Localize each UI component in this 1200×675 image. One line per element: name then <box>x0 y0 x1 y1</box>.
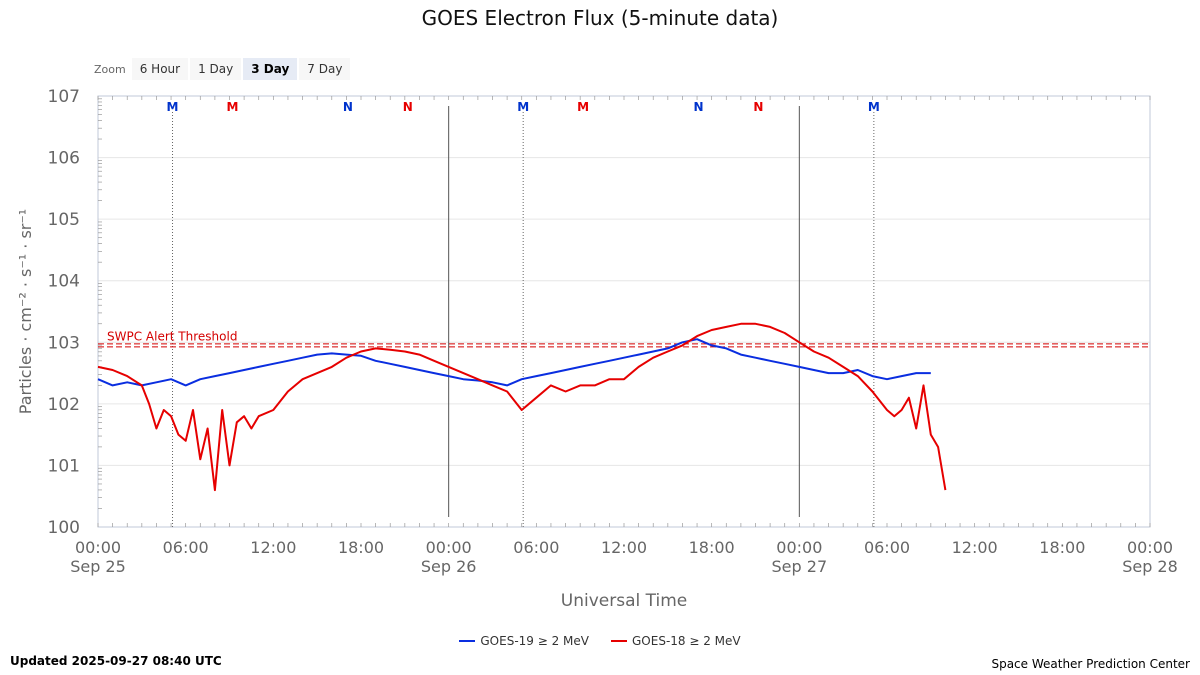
x-tick-label: 18:00 <box>338 538 384 557</box>
legend-item-goes18[interactable]: GOES-18 ≥ 2 MeV <box>611 634 741 648</box>
marker-label: N <box>753 100 763 114</box>
y-tick-label: 102 <box>48 395 80 415</box>
legend-swatch-goes18 <box>611 640 627 642</box>
marker-label: M <box>167 100 179 114</box>
marker-label: M <box>577 100 589 114</box>
y-tick-label: 103 <box>48 333 80 353</box>
marker-label: M <box>226 100 238 114</box>
x-tick-label: 12:00 <box>250 538 296 557</box>
credit-text: Space Weather Prediction Center <box>991 657 1190 671</box>
x-tick-label: 12:00 <box>601 538 647 557</box>
zoom-1-day-button[interactable]: 1 Day <box>190 58 242 80</box>
legend-swatch-goes19 <box>459 640 476 642</box>
chart-title: GOES Electron Flux (5-minute data) <box>421 6 779 30</box>
marker-label: N <box>403 100 413 114</box>
y-axis-title: Particles · cm⁻² · s⁻¹ · sr⁻¹ <box>16 209 35 414</box>
x-tick-label: 00:00 <box>75 538 121 557</box>
y-tick-label: 107 <box>48 87 80 107</box>
zoom-7-day-button[interactable]: 7 Day <box>299 58 351 80</box>
marker-label: N <box>693 100 703 114</box>
x-tick-label: 18:00 <box>689 538 735 557</box>
x-tick-date-label: Sep 25 <box>70 557 126 576</box>
x-tick-label: 00:00 <box>426 538 472 557</box>
x-tick-label: 12:00 <box>952 538 998 557</box>
zoom-3-day-button[interactable]: 3 Day <box>243 58 298 80</box>
y-tick-label: 100 <box>48 518 80 538</box>
plot-area: M M N N M M N N M SWPC Alert Threshold 100 101 102 10… <box>16 87 1178 611</box>
x-tick-label: 00:00 <box>776 538 822 557</box>
x-tick-label: 00:00 <box>1127 538 1173 557</box>
legend-item-goes19[interactable]: GOES-19 ≥ 2 MeV <box>459 634 589 648</box>
series-line-goes19 <box>97 338 931 387</box>
zoom-6-hour-button[interactable]: 6 Hour <box>131 58 189 80</box>
legend-label-goes18: GOES-18 ≥ 2 MeV <box>632 634 741 648</box>
x-tick-date-label: Sep 28 <box>1122 557 1178 576</box>
x-tick-date-label: Sep 26 <box>421 557 477 576</box>
x-axis-title: Universal Time <box>561 591 687 611</box>
zoom-label: Zoom <box>94 62 126 76</box>
legend: GOES-19 ≥ 2 MeV GOES-18 ≥ 2 MeV <box>0 634 1200 648</box>
threshold-label: SWPC Alert Threshold <box>107 329 237 343</box>
series-line-goes18 <box>97 322 947 492</box>
x-tick-label: 06:00 <box>513 538 559 557</box>
x-tick-label: 18:00 <box>1039 538 1085 557</box>
y-tick-label: 105 <box>48 210 80 230</box>
y-tick-label: 104 <box>48 272 80 292</box>
marker-label: M <box>868 100 880 114</box>
x-tick-date-label: Sep 27 <box>772 557 828 576</box>
x-tick-label: 06:00 <box>163 538 209 557</box>
marker-label: N <box>343 100 353 114</box>
y-tick-label: 101 <box>48 456 80 476</box>
marker-label: M <box>517 100 529 114</box>
y-tick-label: 106 <box>48 149 80 169</box>
legend-label-goes19: GOES-19 ≥ 2 MeV <box>480 634 589 648</box>
zoom-control: Zoom 6 Hour 1 Day 3 Day 7 Day <box>94 58 352 80</box>
updated-timestamp: Updated 2025-09-27 08:40 UTC <box>10 654 222 668</box>
plot-border <box>97 95 1151 528</box>
x-tick-label: 06:00 <box>864 538 910 557</box>
